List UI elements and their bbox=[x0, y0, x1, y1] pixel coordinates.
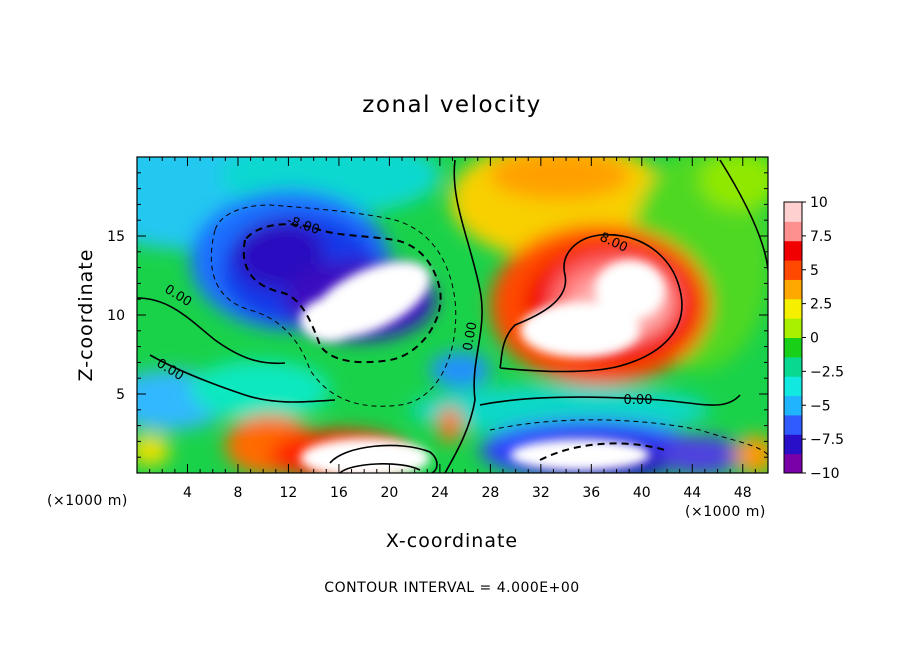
colorbar-tick-label: 10 bbox=[810, 195, 828, 211]
contour-label: 0.00 bbox=[461, 321, 481, 352]
chart-title: zonal velocity bbox=[362, 92, 541, 118]
colorbar-swatch bbox=[784, 453, 802, 474]
contour-lines bbox=[137, 159, 768, 473]
y-tick-label: 5 bbox=[116, 387, 125, 403]
x-tick-label: 20 bbox=[380, 485, 398, 501]
colorbar-swatch bbox=[784, 414, 802, 435]
colorbar-swatch bbox=[784, 356, 802, 377]
contour-interval-note: CONTOUR INTERVAL = 4.000E+00 bbox=[324, 580, 579, 596]
heatmap-field bbox=[137, 157, 768, 473]
x-tick-label: 48 bbox=[734, 485, 752, 501]
colorbar: 10 7.5 5 2.5 0 −2.5 −5 −7.5 −10 bbox=[783, 195, 844, 482]
colorbar-tick-label: −2.5 bbox=[810, 364, 844, 380]
y-tick-label: 10 bbox=[107, 308, 125, 324]
x-axis: 4 8 12 16 20 24 28 32 36 40 44 48 bbox=[149, 157, 756, 501]
x-tick-label: 32 bbox=[532, 485, 550, 501]
colorbar-tick-label: 0 bbox=[810, 331, 819, 347]
contour-label: 0.00 bbox=[624, 393, 653, 408]
x-unit-right: (×1000 m) bbox=[685, 504, 766, 520]
x-tick-label: 36 bbox=[582, 485, 600, 501]
x-tick-label: 24 bbox=[431, 485, 449, 501]
y-axis: 5 10 15 bbox=[107, 172, 768, 458]
x-tick-label: 8 bbox=[233, 485, 242, 501]
colorbar-swatch bbox=[784, 221, 802, 242]
colorbar-swatch bbox=[784, 240, 802, 261]
x-tick-label: 44 bbox=[683, 485, 701, 501]
colorbar-tick-label: −7.5 bbox=[810, 432, 844, 448]
colorbar-swatch bbox=[784, 298, 802, 319]
x-tick-label: 4 bbox=[183, 485, 192, 501]
colorbar-swatch bbox=[784, 395, 802, 416]
colorbar-swatch bbox=[784, 260, 802, 280]
colorbar-tick-label: −5 bbox=[810, 398, 831, 414]
colorbar-swatch bbox=[784, 434, 802, 455]
x-tick-label: 40 bbox=[633, 485, 651, 501]
colorbar-swatch bbox=[784, 279, 802, 300]
x-unit-left: (×1000 m) bbox=[47, 493, 128, 509]
x-tick-label: 12 bbox=[280, 485, 298, 501]
x-axis-label: X-coordinate bbox=[386, 530, 518, 552]
x-tick-label: 28 bbox=[481, 485, 499, 501]
colorbar-swatch bbox=[784, 318, 802, 338]
y-axis-label: Z-coordinate bbox=[75, 249, 97, 382]
colorbar-tick-label: 5 bbox=[810, 263, 819, 279]
colorbar-tick-label: 2.5 bbox=[810, 297, 832, 313]
colorbar-tick-label: 7.5 bbox=[810, 229, 832, 245]
colorbar-swatch bbox=[784, 376, 802, 397]
colorbar-swatch bbox=[784, 337, 802, 358]
x-tick-label: 16 bbox=[330, 485, 348, 501]
colorbar-swatch bbox=[784, 202, 802, 222]
colorbar-tick-label: −10 bbox=[810, 466, 840, 482]
y-tick-label: 15 bbox=[107, 229, 125, 245]
